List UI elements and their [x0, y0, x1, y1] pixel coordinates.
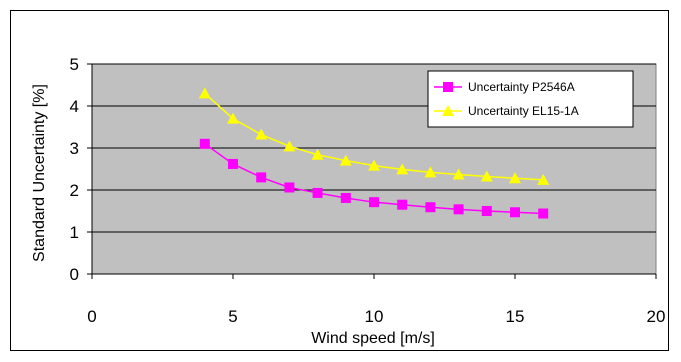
data-point: [198, 87, 211, 99]
y-tick-label: 2: [70, 181, 79, 200]
data-point: [509, 172, 521, 184]
data-point: [538, 208, 549, 219]
data-point: [481, 206, 492, 216]
x-tick-label: 0: [87, 307, 96, 326]
data-point: [425, 202, 436, 213]
data-point: [397, 199, 408, 210]
y-tick-label: 0: [70, 265, 79, 284]
legend-marker: [442, 105, 454, 116]
data-point: [480, 170, 493, 182]
data-point: [368, 159, 380, 171]
legend: Uncertainty P2546A Uncertainty EL15-1A: [427, 70, 634, 128]
data-point: [453, 204, 464, 215]
y-tick-label: 1: [70, 223, 79, 242]
legend-label: Uncertainty EL15-1A: [468, 104, 579, 118]
legend-marker: [443, 82, 453, 92]
data-point: [510, 207, 520, 218]
data-point: [369, 197, 379, 208]
series: [198, 87, 550, 185]
series: [199, 138, 549, 219]
data-point: [424, 166, 437, 178]
legend-label: Uncertainty P2546A: [468, 80, 575, 94]
data-point: [396, 163, 409, 175]
data-point: [283, 140, 296, 152]
y-axis-title: Standard Uncertainty [%]: [31, 84, 48, 262]
legend-item: Uncertainty EL15-1A: [434, 104, 579, 118]
x-tick-label: 5: [228, 307, 237, 326]
tick-labels: 0 1 2 3 4 5 0 5 10 15 20: [70, 55, 666, 326]
data-point: [311, 148, 324, 160]
legend-item: Uncertainty P2546A: [434, 80, 575, 94]
y-tick-label: 5: [70, 55, 79, 74]
data-point: [339, 154, 352, 166]
data-point: [255, 128, 268, 140]
data-point: [227, 112, 239, 124]
y-tick-label: 4: [70, 97, 79, 116]
legend-box: [427, 70, 634, 128]
x-tick-label: 15: [506, 307, 525, 326]
y-tick-label: 3: [70, 139, 79, 158]
data-point: [228, 158, 238, 169]
x-axis-title: Wind speed [m/s]: [311, 330, 435, 347]
data-point: [340, 192, 351, 203]
data-point: [284, 182, 295, 193]
data-point: [312, 187, 323, 198]
data-point: [452, 168, 465, 180]
data-point: [199, 138, 210, 149]
data-point: [256, 172, 267, 183]
axes: [87, 63, 657, 279]
x-tick-label: 10: [365, 307, 384, 326]
x-tick-label: 20: [647, 307, 666, 326]
data-point: [537, 173, 550, 185]
series-layer: [198, 87, 550, 219]
